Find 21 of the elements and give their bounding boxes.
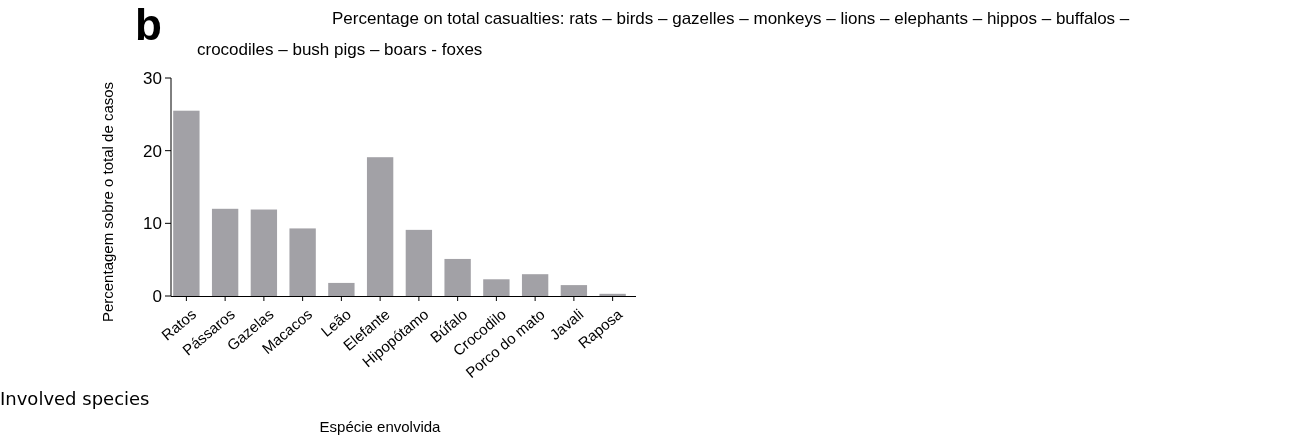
bar [211,208,239,296]
bar [289,228,316,296]
x-axis-title: Espécie envolvida [319,418,442,435]
text: b [135,0,162,49]
y-tick-label: 0 [152,286,162,306]
chart-title: Percentage on total casualties: rats – birds – gazelles – monkeys – lions – elephants – hippos – buffalos – crocodiles – bush pigs – boars - foxes [197,9,1130,59]
y-axis-title: Percentagem sobre o total de casos [99,81,116,323]
bar [173,110,200,296]
bar [444,258,471,296]
y-tick-label: 20 [143,141,162,161]
bar [328,282,355,296]
bar [560,285,588,296]
bar [250,209,278,296]
bar [483,279,510,296]
y-tick-label: 10 [143,214,162,234]
bar [599,293,626,296]
y-tick-label: 30 [143,68,162,88]
bar [366,157,394,296]
bar [405,229,433,296]
bar [521,274,549,296]
text: Involved species [0,388,150,409]
